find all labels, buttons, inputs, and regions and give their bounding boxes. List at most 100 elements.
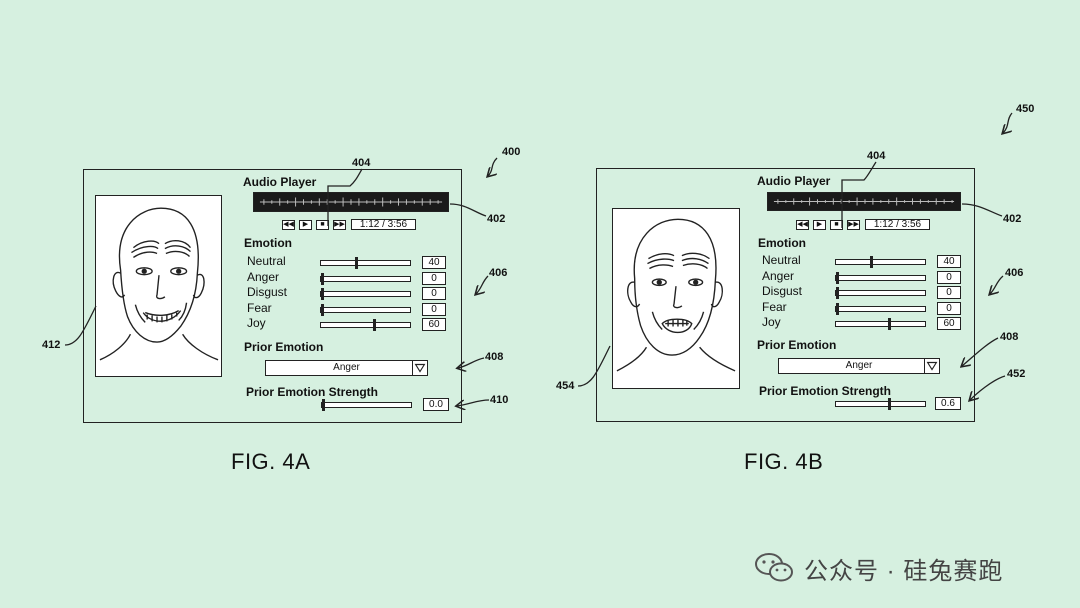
- waveform-graphic: [259, 197, 443, 207]
- ref-408-a: 408: [485, 351, 504, 363]
- slider-thumb[interactable]: [836, 302, 839, 315]
- triangle-down-icon: [926, 361, 938, 371]
- prior-strength-slider-4b[interactable]: [835, 398, 926, 410]
- play-button-4a[interactable]: ▶: [299, 220, 312, 230]
- emotion-label-disgust: Disgust: [762, 284, 803, 298]
- ref-400: 400: [502, 146, 521, 158]
- slider-thumb[interactable]: [888, 398, 891, 410]
- ref-452: 452: [1007, 368, 1026, 380]
- emotion-value-fear[interactable]: 0: [937, 301, 961, 315]
- emotion-label-anger: Anger: [247, 269, 280, 284]
- emotion-value-neutral[interactable]: 40: [422, 256, 446, 269]
- emotion-label-fear: Fear: [247, 300, 272, 315]
- emotion-label-neutral: Neutral: [762, 253, 801, 267]
- emotion-value-disgust[interactable]: 0: [937, 286, 961, 299]
- prior-emotion-value: Anger: [845, 360, 873, 371]
- ref-450: 450: [1016, 103, 1035, 115]
- time-display-4b: 1:12 / 3:56: [865, 219, 930, 230]
- ref-412: 412: [42, 339, 61, 351]
- slider-thumb[interactable]: [870, 256, 873, 268]
- emotion-value-fear[interactable]: 0: [422, 302, 446, 316]
- slider-thumb[interactable]: [888, 318, 891, 330]
- fast-forward-button-4b[interactable]: ▶▶: [847, 220, 860, 230]
- emotion-label-disgust: Disgust: [247, 285, 288, 299]
- fast-forward-icon: ▶▶: [848, 221, 859, 228]
- slider-thumb[interactable]: [321, 272, 324, 285]
- ref-454: 454: [556, 380, 575, 392]
- emotion-slider-neutral[interactable]: [835, 256, 926, 268]
- play-button-4b[interactable]: ▶: [813, 220, 826, 230]
- stop-icon: ■: [320, 221, 325, 228]
- emotion-value-anger[interactable]: 0: [422, 271, 446, 285]
- face-image-4b: [612, 208, 740, 389]
- watermark-text: 公众号 · 硅兔赛跑: [804, 558, 1004, 585]
- emotion-value-neutral[interactable]: 40: [937, 255, 961, 268]
- figure-caption-4b: FIG. 4B: [744, 449, 824, 474]
- emotion-slider-anger[interactable]: [320, 272, 411, 285]
- triangle-down-icon: [414, 363, 426, 373]
- emotion-label-neutral: Neutral: [247, 254, 286, 268]
- ref-404-b: 404: [867, 150, 886, 162]
- rewind-icon: ◀◀: [797, 221, 808, 228]
- emotion-slider-disgust[interactable]: [835, 287, 926, 299]
- ref-404-a: 404: [352, 157, 371, 169]
- slider-thumb[interactable]: [321, 288, 324, 300]
- emotion-label-joy: Joy: [762, 315, 781, 329]
- emotion-slider-neutral[interactable]: [320, 257, 411, 269]
- rewind-icon: ◀◀: [283, 221, 294, 228]
- audio-waveform-4b[interactable]: [767, 192, 961, 211]
- ref-408-b: 408: [1000, 331, 1019, 343]
- prior-strength-value-4a: 0.0: [423, 398, 449, 411]
- figure-4a-panel: [83, 169, 462, 423]
- emotion-title-4b: Emotion: [758, 236, 806, 250]
- emotion-label-joy: Joy: [247, 316, 266, 330]
- audio-player-title-4a: Audio Player: [243, 175, 317, 189]
- slider-thumb[interactable]: [836, 271, 839, 284]
- ref-406-a: 406: [489, 267, 508, 279]
- stop-button-4a[interactable]: ■: [316, 220, 329, 230]
- prior-strength-title-4b: Prior Emotion Strength: [759, 384, 891, 398]
- emotion-slider-fear[interactable]: [835, 302, 926, 315]
- prior-emotion-select-4a[interactable]: Anger: [265, 360, 428, 376]
- audio-waveform-4a[interactable]: [253, 192, 449, 212]
- prior-emotion-title-4a: Prior Emotion: [244, 340, 324, 354]
- waveform-graphic: [773, 197, 955, 206]
- slider-thumb[interactable]: [321, 303, 324, 316]
- ref-402-a: 402: [487, 213, 506, 225]
- rewind-button-4a[interactable]: ◀◀: [282, 220, 295, 230]
- slider-thumb[interactable]: [373, 319, 376, 331]
- prior-emotion-select-4b[interactable]: Anger: [778, 358, 940, 374]
- rewind-button-4b[interactable]: ◀◀: [796, 220, 809, 230]
- emotion-value-anger[interactable]: 0: [937, 270, 961, 284]
- prior-emotion-title-4b: Prior Emotion: [757, 338, 837, 352]
- time-display-4a: 1:12 / 3:56: [351, 219, 416, 230]
- emotion-label-anger: Anger: [762, 268, 795, 283]
- stop-button-4b[interactable]: ■: [830, 220, 843, 230]
- angry-face-icon: [616, 218, 736, 372]
- emotion-value-disgust[interactable]: 0: [422, 287, 446, 300]
- smiling-face-icon: [99, 207, 219, 361]
- wechat-icon: [755, 553, 793, 582]
- ref-410: 410: [490, 394, 509, 406]
- dropdown-arrow-button[interactable]: [412, 360, 428, 376]
- fast-forward-button-4a[interactable]: ▶▶: [333, 220, 346, 230]
- emotion-value-joy[interactable]: 60: [422, 318, 446, 331]
- emotion-slider-joy[interactable]: [320, 319, 411, 331]
- stop-icon: ■: [834, 221, 839, 228]
- fast-forward-icon: ▶▶: [334, 221, 345, 228]
- play-icon: ▶: [302, 221, 309, 228]
- emotion-slider-anger[interactable]: [835, 271, 926, 284]
- emotion-title-4a: Emotion: [244, 236, 292, 250]
- emotion-slider-disgust[interactable]: [320, 288, 411, 300]
- dropdown-arrow-button[interactable]: [924, 358, 940, 374]
- slider-thumb[interactable]: [836, 287, 839, 299]
- ref-402-b: 402: [1003, 213, 1022, 225]
- audio-player-title-4b: Audio Player: [757, 174, 831, 188]
- emotion-value-joy[interactable]: 60: [937, 317, 961, 330]
- emotion-slider-joy[interactable]: [835, 318, 926, 330]
- slider-thumb[interactable]: [355, 257, 358, 269]
- emotion-slider-fear[interactable]: [320, 303, 411, 316]
- slider-thumb[interactable]: [322, 399, 325, 411]
- play-icon: ▶: [816, 221, 823, 228]
- prior-strength-slider-4a[interactable]: [321, 399, 412, 411]
